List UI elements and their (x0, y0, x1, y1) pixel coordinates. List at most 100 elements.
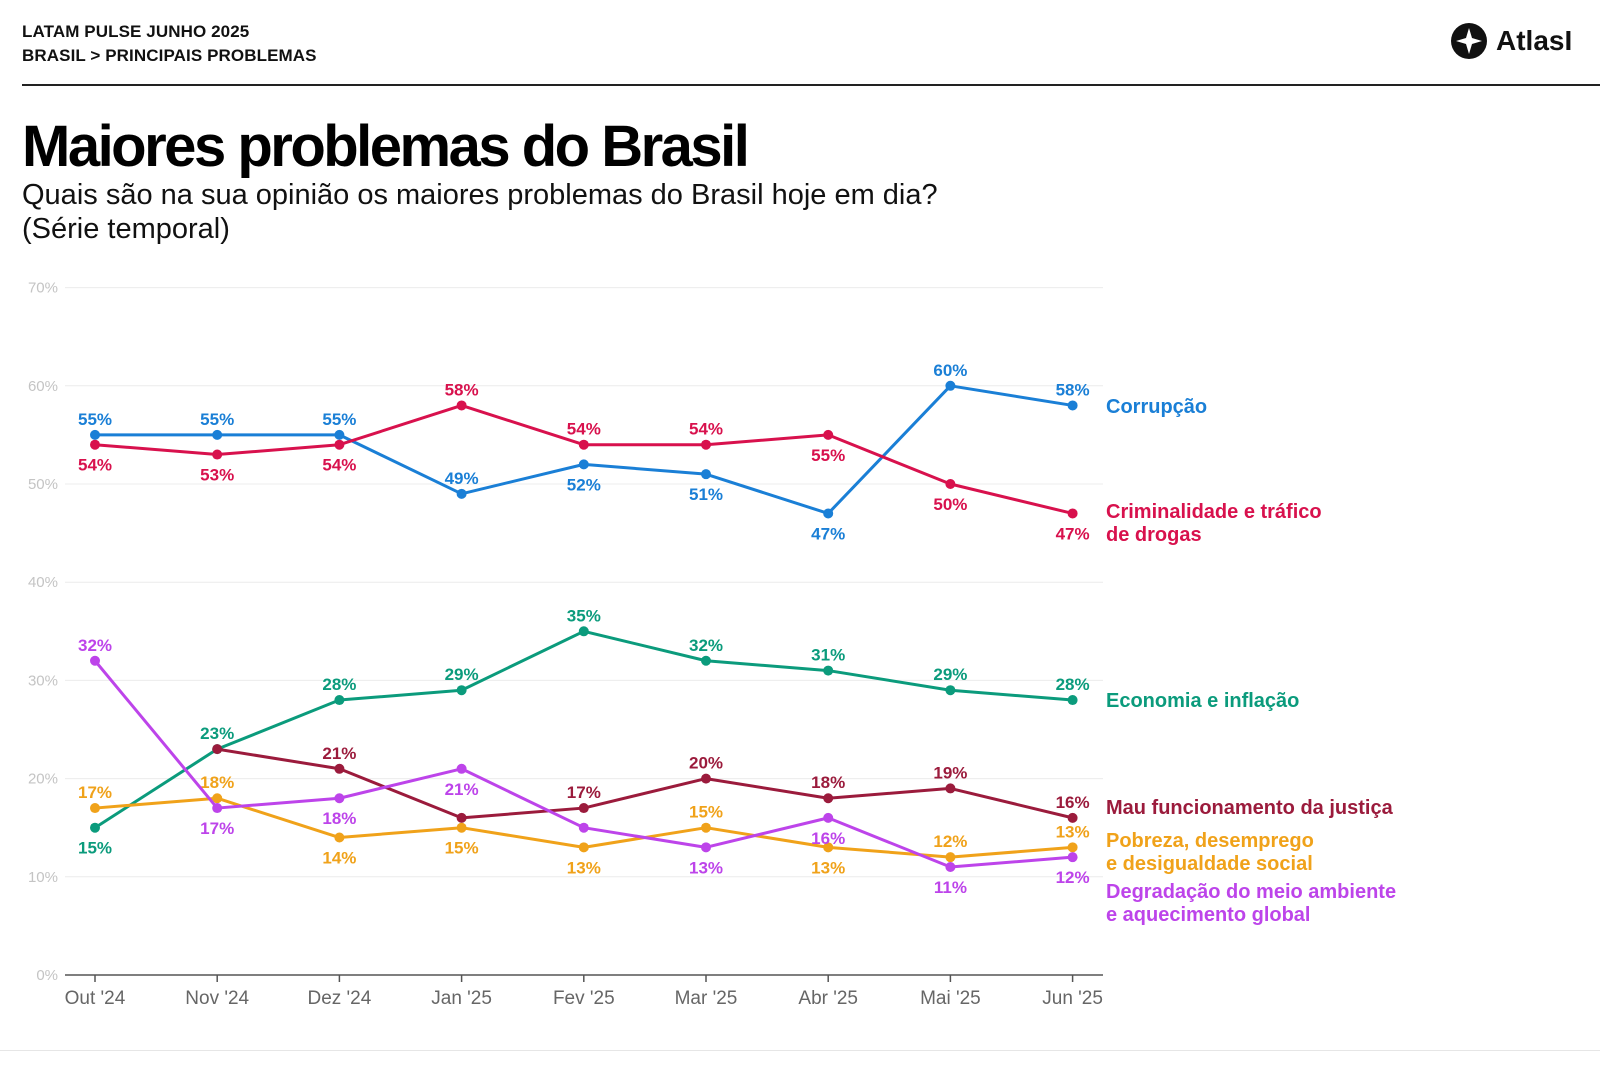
data-point-ambiente (1067, 852, 1078, 863)
data-point-economia (334, 695, 345, 706)
data-label-criminalidade: 54% (567, 420, 601, 439)
data-label-ambiente: 32% (78, 636, 112, 655)
data-label-justica: 21% (322, 744, 356, 763)
data-point-pobreza (823, 842, 834, 853)
data-label-economia: 31% (811, 646, 845, 665)
data-label-economia: 28% (1056, 675, 1090, 694)
data-label-economia: 15% (78, 839, 112, 858)
data-point-criminalidade (334, 439, 345, 450)
data-label-corrupcao: 58% (1056, 380, 1090, 399)
legend-label-ambiente: e aquecimento global (1106, 904, 1310, 926)
chart-subtitle: Quais são na sua opinião os maiores prob… (22, 178, 1122, 246)
data-label-ambiente: 11% (934, 878, 967, 897)
data-label-justica: 20% (689, 754, 723, 773)
data-point-corrupcao (456, 488, 467, 499)
data-label-ambiente: 18% (322, 809, 356, 828)
data-label-ambiente: 21% (445, 780, 479, 799)
data-point-criminalidade (578, 439, 589, 450)
x-tick-label: Dez '24 (307, 988, 371, 1009)
x-tick-label: Abr '25 (798, 988, 858, 1009)
legend-label-criminalidade: de drogas (1106, 524, 1202, 546)
data-label-criminalidade: 54% (689, 420, 723, 439)
data-label-economia: 32% (689, 636, 723, 655)
y-tick-label: 0% (36, 967, 58, 984)
data-label-ambiente: 13% (689, 858, 723, 877)
y-tick-label: 20% (28, 771, 58, 788)
data-point-ambiente (945, 861, 956, 872)
legend-label-criminalidade: Criminalidade e tráfico (1106, 501, 1322, 523)
data-label-pobreza: 12% (933, 832, 967, 851)
page-title: Maiores problemas do Brasil (22, 114, 750, 179)
data-point-ambiente (578, 822, 589, 833)
data-label-economia: 28% (322, 675, 356, 694)
data-point-ambiente (334, 793, 345, 804)
data-label-justica: 17% (567, 783, 601, 802)
atlas-logo-icon (1451, 23, 1487, 59)
legend-label-corrupcao: Corrupção (1106, 396, 1207, 418)
x-tick-label: Mai '25 (920, 988, 981, 1009)
data-label-economia: 29% (933, 665, 967, 684)
data-point-pobreza (334, 832, 345, 843)
y-tick-label: 30% (28, 672, 58, 689)
data-label-corrupcao: 52% (567, 475, 601, 494)
data-label-corrupcao: 60% (933, 361, 967, 380)
data-label-criminalidade: 55% (811, 446, 845, 465)
legend-label-justica: Mau funcionamento da justiça (1106, 797, 1394, 819)
data-point-ambiente (456, 763, 467, 774)
header-divider (22, 84, 1600, 86)
data-label-criminalidade: 58% (445, 380, 479, 399)
data-point-corrupcao (578, 459, 589, 470)
data-point-pobreza (701, 822, 711, 833)
report-edition: LATAM PULSE JUNHO 2025 (22, 22, 250, 41)
data-point-pobreza (578, 842, 589, 853)
x-tick-label: Out '24 (65, 988, 126, 1009)
data-point-justica (945, 783, 956, 794)
data-point-criminalidade (1067, 508, 1078, 519)
data-label-corrupcao: 49% (445, 469, 479, 488)
data-point-justica (212, 744, 223, 755)
subtitle-question: Quais são na sua opinião os maiores prob… (22, 179, 938, 211)
logo-text: AtlasI (1496, 25, 1573, 56)
data-label-corrupcao: 55% (200, 410, 234, 429)
data-label-economia: 23% (200, 724, 234, 743)
data-point-ambiente (823, 812, 834, 823)
data-label-pobreza: 18% (200, 773, 234, 792)
data-label-ambiente: 12% (1056, 868, 1090, 887)
data-label-corrupcao: 47% (811, 524, 845, 543)
data-label-justica: 19% (933, 763, 967, 782)
data-label-corrupcao: 51% (689, 485, 723, 504)
data-point-economia (823, 665, 834, 676)
x-tick-label: Mar '25 (675, 988, 738, 1009)
data-point-economia (90, 822, 100, 833)
data-point-criminalidade (212, 449, 223, 460)
data-point-economia (578, 626, 589, 637)
data-point-corrupcao (90, 429, 100, 440)
data-label-corrupcao: 55% (78, 410, 112, 429)
data-point-criminalidade (90, 439, 100, 450)
data-point-ambiente (701, 842, 711, 853)
data-point-justica (823, 793, 834, 804)
legend-label-ambiente: Degradação do meio ambiente (1106, 881, 1396, 903)
y-tick-label: 10% (28, 869, 58, 886)
data-point-justica (456, 812, 467, 823)
legend-label-pobreza: Pobreza, desemprego (1106, 830, 1314, 852)
data-point-corrupcao (945, 380, 956, 391)
data-label-criminalidade: 53% (200, 466, 234, 485)
data-label-pobreza: 13% (811, 858, 845, 877)
data-point-pobreza (456, 822, 467, 833)
x-tick-label: Fev '25 (553, 988, 615, 1009)
data-point-ambiente (212, 803, 223, 814)
data-label-criminalidade: 54% (322, 456, 356, 475)
data-point-criminalidade (823, 429, 834, 440)
data-label-justica: 16% (1056, 793, 1090, 812)
data-point-criminalidade (945, 479, 956, 489)
data-point-pobreza (1067, 842, 1078, 853)
data-point-pobreza (945, 852, 956, 863)
data-label-economia: 29% (445, 665, 479, 684)
data-label-pobreza: 15% (445, 839, 479, 858)
data-label-criminalidade: 54% (78, 456, 112, 475)
data-point-justica (1067, 812, 1078, 823)
y-tick-label: 40% (28, 574, 58, 591)
data-point-corrupcao (701, 469, 711, 480)
data-label-criminalidade: 50% (933, 495, 967, 514)
